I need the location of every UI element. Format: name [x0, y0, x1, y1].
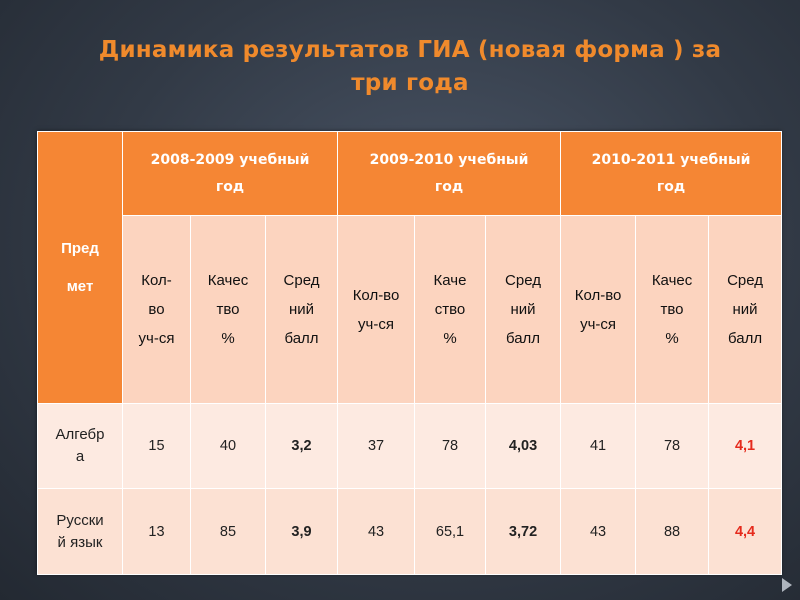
- value-cell: 15: [122, 403, 191, 489]
- year-header-2008-2009: 2008-2009 учебный год: [121, 131, 339, 216]
- year-header-row: Пред мет 2008-2009 учебный год 2009-2010…: [37, 131, 783, 404]
- value-cell: 43: [560, 488, 637, 575]
- value-cell: 37: [337, 403, 416, 489]
- slide-title-line-1: Динамика результатов ГИА (новая форма ) …: [98, 37, 722, 63]
- table-row-algebra: Алгебр а 15 40 3,2 37 78 4,03 41 78 4,1: [37, 403, 783, 489]
- value-cell: 78: [414, 403, 487, 489]
- subheader-quality: Качес тво %: [635, 215, 710, 404]
- slide-title-line-2: три года: [351, 70, 469, 96]
- value-cell: 40: [190, 403, 266, 489]
- value-cell: 4,03: [485, 403, 562, 489]
- year-header-2009-2010: 2009-2010 учебный год: [337, 131, 562, 216]
- value-cell-highlight: 4,1: [708, 403, 783, 489]
- value-cell: 85: [190, 488, 266, 575]
- slide-title: Динамика результатов ГИА (новая форма ) …: [60, 34, 760, 100]
- results-table-container: Пред мет 2008-2009 учебный год 2009-2010…: [37, 131, 783, 575]
- subheader-average: Сред ний балл: [485, 215, 562, 404]
- table-row-russian: Русски й язык 13 85 3,9 43 65,1 3,72 43 …: [37, 488, 783, 575]
- subheader-quality: Каче ство %: [414, 215, 487, 404]
- subject-cell: Алгебр а: [37, 403, 123, 489]
- value-cell: 3,72: [485, 488, 562, 575]
- year-header-2010-2011: 2010-2011 учебный год: [560, 131, 783, 216]
- value-cell: 3,2: [264, 403, 339, 489]
- subheader-count: Кол- во уч-ся: [122, 215, 191, 404]
- subject-column-header: Пред мет: [37, 131, 123, 404]
- subheader-count: Кол-во уч-ся: [337, 215, 416, 404]
- results-table: Пред мет 2008-2009 учебный год 2009-2010…: [37, 131, 783, 575]
- value-cell: 41: [560, 403, 637, 489]
- subheader-average: Сред ний балл: [264, 215, 339, 404]
- subheader-count: Кол-во уч-ся: [560, 215, 637, 404]
- value-cell-highlight: 4,4: [708, 488, 783, 575]
- value-cell: 88: [635, 488, 710, 575]
- value-cell: 78: [635, 403, 710, 489]
- triangle-right-icon[interactable]: [782, 578, 792, 592]
- subject-cell: Русски й язык: [37, 488, 123, 575]
- subheader-quality: Качес тво %: [190, 215, 266, 404]
- value-cell: 65,1: [414, 488, 487, 575]
- subheader-average: Сред ний балл: [708, 215, 783, 404]
- value-cell: 13: [122, 488, 191, 575]
- value-cell: 3,9: [264, 488, 339, 575]
- subheader-row: Кол- во уч-ся Качес тво % Сред ний балл …: [38, 215, 783, 404]
- value-cell: 43: [337, 488, 416, 575]
